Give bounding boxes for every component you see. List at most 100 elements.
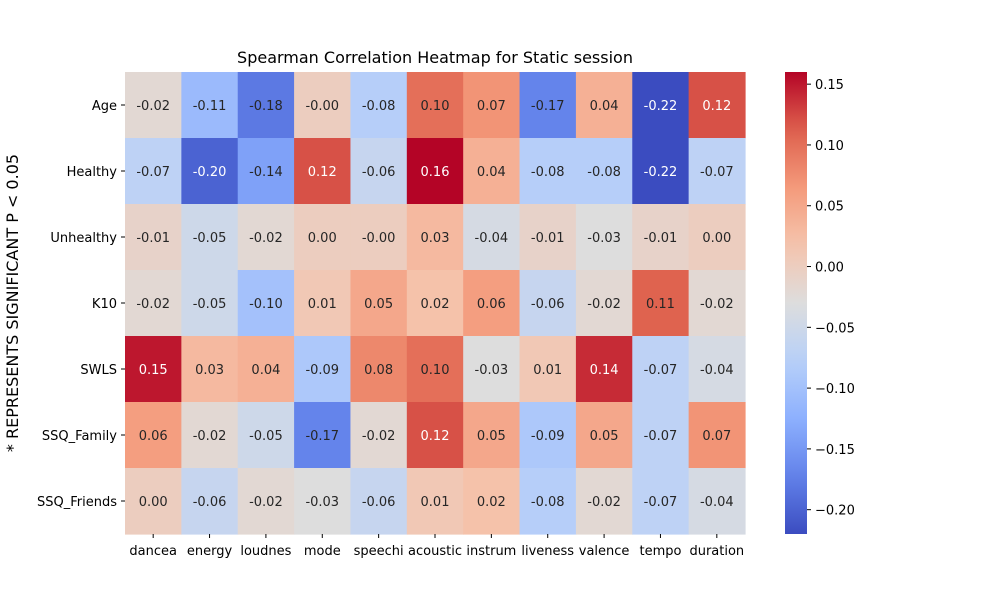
- cell-value-label: 0.04: [251, 363, 280, 378]
- colorbar-tick-label: 0.05: [815, 200, 844, 215]
- heatmap-cell: [350, 336, 408, 403]
- row-label: SSQ_Family: [42, 429, 117, 444]
- heatmap-cell: [181, 468, 239, 535]
- cell-value-label: -0.02: [587, 495, 621, 510]
- heatmap-cell: [237, 336, 295, 403]
- cell-value-label: -0.18: [249, 99, 283, 114]
- heatmap-cell: [463, 402, 521, 469]
- cell-value-label: -0.10: [249, 297, 283, 312]
- heatmap-cell: [519, 402, 577, 469]
- cell-value-label: -0.02: [136, 297, 170, 312]
- cell-value-label: -0.05: [193, 231, 227, 246]
- heatmap-cell: [294, 138, 352, 205]
- cell-value-label: -0.03: [305, 495, 339, 510]
- heatmap-cell: [294, 336, 352, 403]
- cell-value-label: 0.06: [139, 429, 168, 444]
- heatmap-cell: [575, 138, 633, 205]
- heatmap-cell: [688, 468, 746, 535]
- row-label: SSQ_Friends: [37, 495, 117, 510]
- cell-value-label: -0.06: [362, 495, 396, 510]
- heatmap-cell: [406, 468, 464, 535]
- heatmap-cell: [237, 204, 295, 271]
- row-label: K10: [92, 297, 117, 312]
- heatmap-cell: [294, 468, 352, 535]
- cell-value-label: 0.05: [590, 429, 619, 444]
- heatmap-cell: [519, 72, 577, 139]
- cell-value-label: 0.02: [421, 297, 450, 312]
- column-label: dancea: [129, 544, 177, 559]
- heatmap-cell: [575, 468, 633, 535]
- cell-value-label: -0.02: [249, 231, 283, 246]
- heatmap-cell: [350, 468, 408, 535]
- colorbar-tick-label: −0.05: [815, 321, 855, 336]
- cell-value-label: 0.04: [477, 165, 506, 180]
- cell-value-label: -0.01: [136, 231, 170, 246]
- heatmap-cell: [294, 270, 352, 337]
- y-axis-label: * REPRESENTS SIGNIFICANT P < 0.05: [3, 154, 22, 452]
- cell-value-label: 0.12: [702, 99, 731, 114]
- column-label: duration: [689, 544, 744, 559]
- cell-value-label: -0.09: [305, 363, 339, 378]
- heatmap-cell: [125, 270, 182, 337]
- cell-value-label: 0.12: [308, 165, 337, 180]
- cell-value-label: 0.06: [477, 297, 506, 312]
- column-labels: dancea energy loudnes mode speechi acoustic in…: [129, 534, 744, 559]
- heatmap-cell: [125, 336, 182, 403]
- heatmap-cell: [406, 204, 464, 271]
- colorbar-tick-label: 0.15: [815, 78, 844, 93]
- cell-value-label: 0.16: [421, 165, 450, 180]
- heatmap-cell: [294, 72, 352, 139]
- heatmap-cell: [350, 270, 408, 337]
- heatmap-cell: [463, 138, 521, 205]
- colorbar-tick-label: −0.10: [815, 382, 855, 397]
- heatmap-cell: [688, 402, 746, 469]
- cell-value-label: -0.03: [587, 231, 621, 246]
- cell-value-label: 0.14: [590, 363, 619, 378]
- cell-value-label: -0.08: [587, 165, 621, 180]
- colorbar-tick-label: −0.15: [815, 443, 855, 458]
- cell-value-label: 0.12: [421, 429, 450, 444]
- heatmap-cell: [575, 270, 633, 337]
- heatmap-cell: [406, 336, 464, 403]
- cell-value-label: -0.07: [644, 495, 678, 510]
- cell-value-label: -0.07: [700, 165, 734, 180]
- column-label: loudnes: [240, 544, 291, 559]
- cell-value-label: 0.08: [364, 363, 393, 378]
- cell-value-label: -0.02: [587, 297, 621, 312]
- cell-value-label: -0.20: [193, 165, 227, 180]
- row-label: SWLS: [80, 363, 117, 378]
- cell-value-label: -0.04: [700, 363, 734, 378]
- heatmap-cell: [125, 204, 182, 271]
- cell-value-label: 0.07: [477, 99, 506, 114]
- heatmap-cell: [632, 402, 690, 469]
- heatmap-cell: [350, 402, 408, 469]
- heatmap-cell: [237, 468, 295, 535]
- heatmap-cell: [125, 138, 182, 205]
- heatmap-cell: [688, 72, 746, 139]
- cell-value-label: -0.08: [531, 495, 565, 510]
- heatmap-cell: [688, 270, 746, 337]
- colorbar-tick-label: −0.20: [815, 504, 855, 519]
- heatmap-cell: [519, 138, 577, 205]
- column-label: energy: [187, 544, 233, 559]
- heatmap-cell: [406, 72, 464, 139]
- cell-value-label: 0.10: [421, 99, 450, 114]
- cell-value-label: -0.08: [362, 99, 396, 114]
- cell-value-label: 0.00: [702, 231, 731, 246]
- cell-value-label: -0.02: [362, 429, 396, 444]
- cell-value-label: 0.04: [590, 99, 619, 114]
- column-label: mode: [304, 544, 341, 559]
- cell-value-label: -0.07: [644, 363, 678, 378]
- row-label: Healthy: [67, 165, 118, 180]
- heatmap-cell: [181, 402, 239, 469]
- cell-value-label: 0.10: [421, 363, 450, 378]
- heatmap-cell: [125, 468, 182, 535]
- heatmap-cell: [181, 204, 239, 271]
- cell-value-label: -0.09: [531, 429, 565, 444]
- heatmap-cell: [237, 72, 295, 139]
- cell-value-label: 0.11: [646, 297, 675, 312]
- cell-value-label: -0.11: [193, 99, 227, 114]
- row-label: Unhealthy: [50, 231, 117, 246]
- cell-value-label: 0.01: [308, 297, 337, 312]
- heatmap-cell: [463, 270, 521, 337]
